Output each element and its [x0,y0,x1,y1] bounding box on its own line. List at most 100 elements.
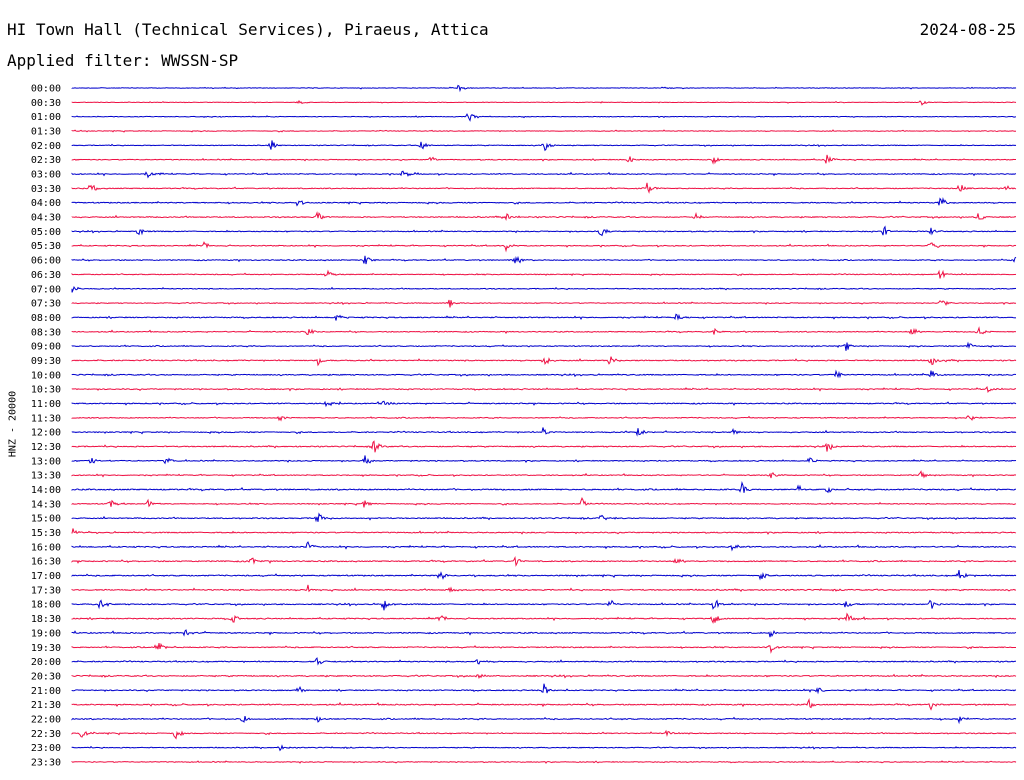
time-tick-label: 16:30 [31,557,61,568]
seismic-trace [71,698,1017,711]
time-tick-label: 17:00 [31,571,61,582]
seismic-trace [71,470,1017,479]
seismic-trace [71,182,1017,194]
time-tick-label: 06:00 [31,256,61,267]
time-tick-label: 03:00 [31,170,61,181]
seismic-trace [71,642,1017,654]
time-tick-label: 02:00 [31,141,61,152]
time-tick-label: 20:30 [31,671,61,682]
seismic-trace [71,84,1017,93]
seismic-trace [71,140,1017,152]
seismic-trace [71,269,1017,279]
time-tick-label: 23:00 [31,743,61,754]
seismic-trace [71,369,1017,379]
time-tick-label: 06:30 [31,270,61,281]
seismic-trace [71,285,1017,293]
time-tick-label: 10:30 [31,385,61,396]
time-tick-label: 17:30 [31,585,61,596]
seismic-trace [71,400,1017,408]
time-tick-label: 09:00 [31,342,61,353]
time-tick-label: 11:00 [31,399,61,410]
time-tick-label: 02:30 [31,155,61,166]
time-tick-label: 03:30 [31,184,61,195]
time-tick-label: 14:00 [31,485,61,496]
seismic-trace [71,326,1017,336]
time-tick-label: 14:30 [31,499,61,510]
time-tick-label: 12:30 [31,442,61,453]
seismic-trace [71,113,1017,122]
time-tick-label: 15:00 [31,514,61,525]
seismic-trace [71,299,1017,308]
seismic-trace [71,612,1017,624]
time-tick-label: 12:00 [31,428,61,439]
time-tick-label: 04:00 [31,198,61,209]
time-tick-label: 18:30 [31,614,61,625]
time-tick-label: 00:00 [31,84,61,95]
seismic-trace [71,255,1017,265]
seismic-trace [71,512,1017,523]
time-tick-label: 15:30 [31,528,61,539]
time-tick-label: 19:30 [31,643,61,654]
seismic-trace [71,555,1017,567]
time-tick-label: 19:00 [31,628,61,639]
time-tick-label: 07:30 [31,299,61,310]
seismic-trace [71,541,1017,552]
seismic-trace [71,629,1017,638]
time-tick-label: 21:30 [31,700,61,711]
time-tick-label: 09:30 [31,356,61,367]
seismic-trace [71,599,1017,611]
seismic-trace [71,197,1017,207]
time-tick-label: 13:30 [31,471,61,482]
seismic-trace [71,154,1016,165]
time-tick-label: 16:00 [31,542,61,553]
seismic-trace [71,440,1017,453]
seismic-trace [71,427,1017,437]
time-tick-label: 20:00 [31,657,61,668]
seismic-trace [71,657,1017,666]
seismic-trace [71,497,1017,508]
seismic-trace [71,415,1017,422]
time-tick-label: 00:30 [31,98,61,109]
seismic-trace [71,99,1017,106]
time-tick-label: 01:30 [31,127,61,138]
time-tick-label: 05:30 [31,241,61,252]
seismic-trace [71,211,1017,221]
time-tick-label: 07:00 [31,284,61,295]
time-tick-label: 05:00 [31,227,61,238]
seismic-trace [71,744,1017,752]
seismic-trace [71,455,1017,465]
seismic-trace [71,715,1017,725]
time-tick-label: 08:00 [31,313,61,324]
time-tick-label: 08:30 [31,327,61,338]
seismic-trace [71,129,1017,133]
time-tick-label: 11:30 [31,413,61,424]
time-tick-label: 21:00 [31,686,61,697]
seismic-trace [71,528,1017,535]
time-label-axis: 00:00 00:30 01:00 01:30 02:00 02:30 03:00 03:30… [31,84,61,769]
seismic-trace [71,341,1017,351]
record-date: 2024-08-25 [919,20,1016,39]
time-tick-label: 13:00 [31,456,61,467]
seismic-trace [71,569,1017,581]
seismic-trace [71,584,1017,593]
seismic-trace [71,313,1017,321]
station-title: HI Town Hall (Technical Services), Pirae… [7,20,489,39]
seismic-trace [71,481,1017,494]
seismic-trace [71,225,1017,237]
time-tick-label: 18:00 [31,600,61,611]
trace-group [71,84,1017,764]
seismic-trace [71,683,1017,695]
seismic-trace [71,241,1017,253]
time-tick-label: 04:30 [31,213,61,224]
filter-label: Applied filter: WWSSN-SP [7,51,239,70]
time-tick-label: 10:00 [31,370,61,381]
time-tick-label: 01:00 [31,112,61,123]
time-tick-label: 22:00 [31,714,61,725]
time-tick-label: 22:30 [31,729,61,740]
seismic-trace [71,729,1017,740]
seismic-trace [71,170,1017,179]
time-tick-label: 23:30 [31,757,61,768]
seismic-trace [71,673,1017,680]
seismic-trace [71,356,1017,367]
